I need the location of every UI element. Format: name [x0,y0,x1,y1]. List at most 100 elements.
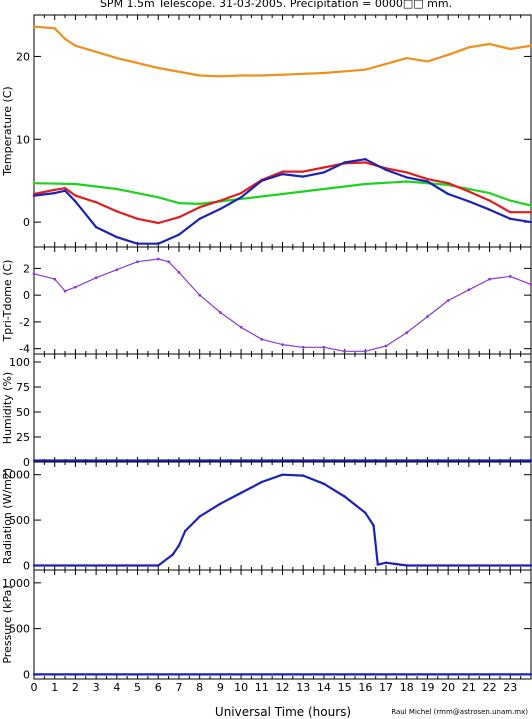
data-point [198,293,202,297]
data-point [405,564,408,567]
data-point [32,182,36,185]
data-point [343,495,346,498]
series-blue [32,473,532,567]
data-point [63,37,67,41]
data-point [488,42,491,46]
data-point [281,170,284,173]
data-point [239,191,243,195]
data-point [343,161,346,164]
x-tick-label: 5 [134,681,141,694]
data-point [508,275,512,278]
x-tick-label: 4 [113,681,120,694]
data-point [529,459,532,462]
x-tick-label: 12 [276,681,290,694]
data-point [198,206,201,209]
data-point [376,563,379,566]
data-point [426,315,429,318]
series-red [32,161,532,225]
data-point [115,235,119,239]
data-point [32,272,36,276]
x-tick-label: 23 [503,681,517,694]
panel-0: 0 10 20 Temperature (C) [1,14,532,248]
y-tick-label: 75 [16,381,30,394]
data-point [198,217,201,221]
y-tick-label: 0 [23,289,30,302]
data-point [467,288,471,292]
y-tick-label: 0 [23,216,30,229]
data-point [74,285,77,289]
y-axis-label: Pressure (kPa) [1,585,14,663]
x-tick-label: 11 [255,681,269,694]
y-tick-label: 1000 [2,577,30,590]
data-point [446,53,450,56]
data-point [177,201,181,205]
y-tick-label: -2 [19,316,30,329]
x-tick-label: 15 [338,681,352,694]
data-point [53,191,56,195]
series-line [33,161,531,225]
data-point [364,68,367,71]
data-point [260,337,264,341]
data-point [115,268,119,272]
y-tick-label: 0 [23,456,30,469]
data-point [281,73,284,76]
data-point [529,44,532,47]
data-point [405,171,408,174]
data-point [405,176,408,179]
data-point [94,225,98,229]
data-point [171,553,174,556]
x-axis-label: Universal Time (hours) [215,705,351,719]
data-point [364,511,367,515]
data-point [219,75,222,78]
data-point [426,60,429,63]
credit-text: Raul Michel (rmm@astrosen.unam.mx) [391,708,528,716]
data-point [177,215,181,219]
data-point [136,217,139,221]
series-green [32,180,532,207]
data-point [405,180,408,183]
data-point [53,27,56,30]
y-axis-label: Humidity (%) [1,372,14,444]
data-point [467,190,471,193]
data-point [183,529,187,533]
data-point [343,349,347,353]
data-point [136,242,139,245]
data-point [488,191,491,195]
data-point [529,220,532,224]
data-point [167,260,171,264]
data-point [74,200,77,203]
data-point [426,180,429,183]
data-point [446,299,450,302]
data-point [74,44,77,47]
series-orange [32,25,532,78]
data-point [302,175,305,178]
data-point [488,199,491,202]
x-tick-label: 0 [31,681,38,694]
y-tick-label: 0 [23,668,30,681]
data-point [115,56,119,60]
data-point [405,56,408,60]
data-point [63,186,67,190]
data-point [32,564,36,567]
panel-2: 0 25 50 75 100 Humidity (%) [1,353,532,469]
x-tick-label: 16 [358,681,372,694]
data-point [219,207,222,211]
data-point [94,201,98,204]
series-blue [32,157,532,245]
panel-1: -4 -2 0 2 Tpri-Tdome (C) [1,246,532,356]
x-tick-label: 19 [420,681,434,694]
data-point [529,204,532,207]
x-tick-label: 6 [155,681,162,694]
data-point [467,200,471,203]
data-point [322,166,326,169]
data-point [529,283,532,286]
data-point [467,46,471,49]
data-point [509,211,512,214]
series-purple [32,257,532,353]
x-tick-label: 7 [175,681,182,694]
data-point [509,199,512,202]
series-line [34,473,531,567]
data-point [32,194,36,197]
